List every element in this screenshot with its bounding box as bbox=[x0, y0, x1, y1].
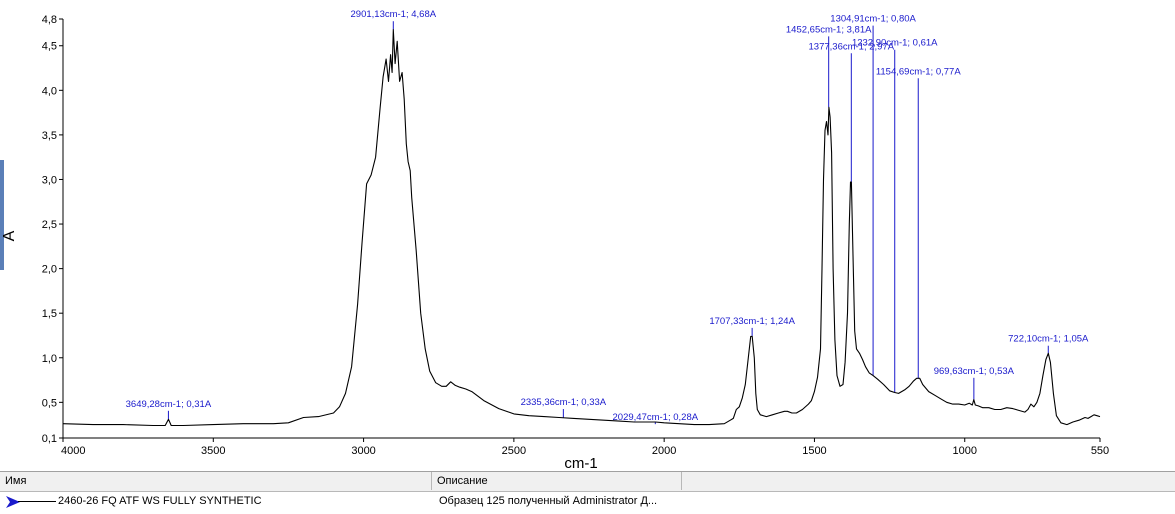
y-tick-label: 1,5 bbox=[42, 308, 57, 320]
x-tick-label: 1500 bbox=[802, 445, 826, 457]
annotation-label: 1707,33cm-1; 1,24A bbox=[709, 316, 795, 327]
annotation-label: 2901,13cm-1; 4,68A bbox=[351, 9, 437, 20]
x-tick-label: 3000 bbox=[351, 445, 375, 457]
y-tick-label: 0,5 bbox=[42, 397, 57, 409]
x-tick-label: 550 bbox=[1091, 445, 1109, 457]
column-header-description[interactable]: Описание bbox=[432, 472, 682, 490]
spectrum-description: Образец 125 полученный Administrator Д..… bbox=[439, 495, 658, 507]
y-tick-label: 1,0 bbox=[42, 353, 57, 365]
axes bbox=[62, 19, 1100, 439]
peak-annotations: 3649,28cm-1; 0,31A 2901,13cm-1; 4,68A 2335… bbox=[126, 9, 1089, 425]
y-tick-label: 3,0 bbox=[42, 174, 57, 186]
table-row[interactable]: 2460-26 FQ ATF WS FULLY SYNTHETIC Образе… bbox=[0, 492, 1175, 512]
y-tick-label: 0,1 bbox=[42, 433, 57, 445]
y-tick-label: 3,5 bbox=[42, 130, 57, 142]
window-edge-accent bbox=[0, 160, 4, 270]
annotation-label: 2335,36cm-1; 0,33A bbox=[521, 397, 607, 408]
y-tick-label: 4,5 bbox=[42, 41, 57, 53]
y-tick-label: 4,0 bbox=[42, 85, 57, 97]
annotation-label: 1304,91cm-1; 0,80A bbox=[830, 14, 916, 25]
spectrum-chart-svg: 4000 3500 3000 2500 2000 1500 1000 550 0,1 0,5 1,0… bbox=[1, 9, 1109, 472]
annotation-label: 722,10cm-1; 1,05A bbox=[1008, 334, 1089, 345]
series-line-swatch bbox=[18, 501, 56, 502]
y-tick-label: 2,0 bbox=[42, 264, 57, 276]
annotation-label: 1154,69cm-1; 0,77A bbox=[876, 66, 962, 77]
annotation-label: 1452,65cm-1; 3,81A bbox=[786, 24, 872, 35]
spectrum-line bbox=[62, 29, 1101, 427]
annotation-label: 969,63cm-1; 0,53A bbox=[934, 366, 1015, 377]
x-axis-label: cm-1 bbox=[564, 455, 597, 470]
series-lines bbox=[62, 29, 1101, 427]
x-tick-label: 4000 bbox=[61, 445, 85, 457]
annotation-label: 1377,36cm-1; 2,97A bbox=[809, 41, 895, 52]
spectrum-chart[interactable]: 4000 3500 3000 2500 2000 1500 1000 550 0,1 0,5 1,0… bbox=[0, 0, 1175, 472]
y-tick-label: 4,8 bbox=[42, 14, 57, 26]
y-axis-label: A bbox=[1, 230, 18, 241]
spectra-list-table[interactable]: Имя Описание 2460-26 FQ ATF WS FULLY SYN… bbox=[0, 471, 1175, 514]
spectrum-name: 2460-26 FQ ATF WS FULLY SYNTHETIC bbox=[58, 495, 262, 507]
x-tick-label: 2500 bbox=[502, 445, 526, 457]
table-header: Имя Описание bbox=[0, 472, 1175, 492]
x-tick-label: 2000 bbox=[652, 445, 676, 457]
annotation-label: 3649,28cm-1; 0,31A bbox=[126, 399, 212, 410]
column-header-name[interactable]: Имя bbox=[0, 472, 432, 490]
row-pointer-icon bbox=[6, 496, 20, 508]
axis-ticks: 4000 3500 3000 2500 2000 1500 1000 550 0,1 0,5 1,0… bbox=[42, 14, 1109, 457]
x-tick-label: 1000 bbox=[952, 445, 976, 457]
x-tick-label: 3500 bbox=[201, 445, 225, 457]
annotation-label: 1232,90cm-1; 0,61A bbox=[852, 38, 938, 49]
y-tick-label: 2,5 bbox=[42, 219, 57, 231]
annotation-label: 2029,47cm-1; 0,28A bbox=[613, 412, 699, 423]
